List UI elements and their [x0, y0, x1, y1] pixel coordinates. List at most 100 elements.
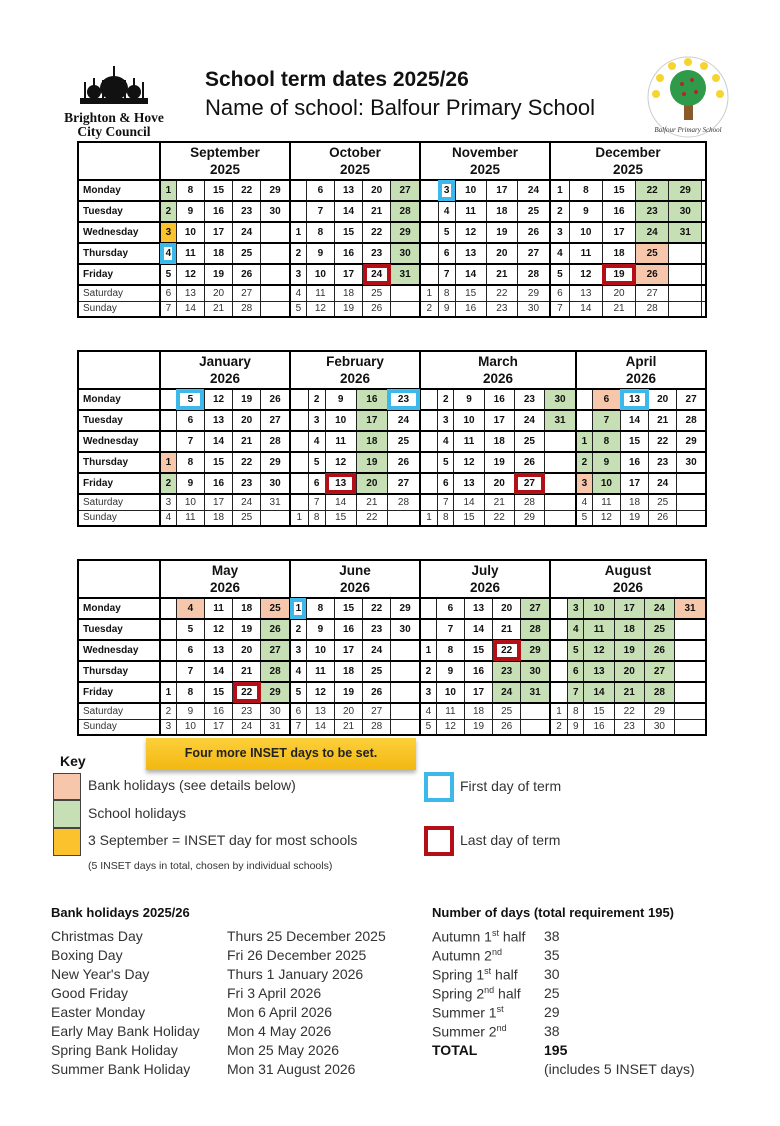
bank-holiday-date: Mon 25 May 2026 — [227, 1042, 340, 1058]
day-cell: 7 — [175, 430, 205, 453]
day-cell: 20 — [483, 472, 515, 495]
day-cell: 20 — [355, 472, 388, 495]
day-cell: 5 — [158, 263, 177, 286]
day-cell: 7 — [158, 300, 177, 318]
day-cell — [674, 681, 707, 704]
day-cell: 10 — [583, 597, 615, 620]
day-cell: 2 — [549, 718, 569, 736]
day-cell: 28 — [635, 300, 670, 318]
month-name: March — [478, 354, 518, 369]
day-cell: 26 — [513, 451, 546, 474]
day-cell: 22 — [648, 430, 678, 453]
day-cell: 3 — [158, 718, 177, 736]
day-cell — [676, 509, 707, 527]
day-cell: 15 — [333, 221, 364, 244]
day-cell: 12 — [305, 300, 335, 318]
day-cell: 19 — [601, 263, 637, 286]
day-cell — [418, 242, 439, 265]
month-year: 2026 — [482, 371, 514, 386]
day-cell: 31 — [260, 493, 291, 511]
day-cell: 29 — [390, 597, 421, 620]
day-cell: 20 — [648, 388, 678, 411]
day-cell: 29 — [390, 221, 421, 244]
weekday-row: Friday 5 12 19 26 3 10 17 24 31 7 14 21 28 5 12 19 26 — [77, 263, 707, 286]
bank-holiday-date: Thurs 25 December 2025 — [227, 928, 386, 944]
day-cell: 26 — [492, 718, 522, 736]
day-cell: 31 — [260, 718, 291, 736]
day-cell: 10 — [175, 718, 205, 736]
day-cell: 9 — [437, 300, 456, 318]
day-cell: 3 — [288, 639, 307, 662]
day-cell: 2 — [548, 200, 570, 223]
bank-holiday-date: Thurs 1 January 2026 — [227, 966, 364, 982]
day-cell: 7 — [435, 618, 465, 641]
day-cell — [668, 263, 703, 286]
day-cell: 17 — [485, 179, 518, 202]
day-cell: 18 — [203, 242, 234, 265]
day-cell: 12 — [175, 263, 205, 286]
day-cell — [549, 597, 569, 620]
day-cell — [668, 284, 703, 302]
day-cell: 29 — [643, 702, 676, 720]
key-inset: 3 September = INSET day for most schools — [88, 832, 358, 848]
day-cell — [288, 493, 309, 511]
day-cell: 7 — [437, 493, 455, 511]
day-cell: 7 — [175, 660, 205, 683]
total-value: 195 — [544, 1042, 568, 1058]
day-cell: 22 — [613, 702, 645, 720]
day-cell: 30 — [516, 300, 551, 318]
day-cell: 13 — [454, 242, 487, 265]
weekday-row: Wednesday 7 14 21 28 4 11 18 25 4 11 18 25 1 8 15 22 29 — [77, 430, 707, 453]
day-cell: 8 — [568, 179, 603, 202]
month-header: June 2026 — [289, 559, 421, 599]
day-cell: 21 — [483, 493, 515, 511]
day-cell: 23 — [613, 718, 645, 736]
day-cell: 28 — [386, 493, 421, 511]
month-name: June — [339, 563, 371, 578]
day-cell: 6 — [307, 472, 326, 495]
school-holiday-swatch — [53, 800, 81, 828]
month-header: February 2026 — [289, 350, 421, 390]
day-cell: 19 — [203, 263, 234, 286]
term-suffix: half — [494, 985, 521, 1002]
day-cell: 1 — [158, 179, 177, 202]
term-days: 30 — [544, 966, 560, 982]
day-cell: 15 — [453, 509, 485, 527]
day-cell — [158, 409, 177, 432]
weekday-label: Sunday — [77, 300, 161, 318]
weekday-label: Saturday — [77, 702, 161, 720]
weekday-label: Thursday — [77, 660, 161, 683]
day-cell: 26 — [260, 618, 291, 641]
day-cell: 17 — [483, 409, 515, 432]
day-cell: 4 — [175, 597, 205, 620]
term-label: Summer 2nd — [432, 1023, 507, 1040]
day-cell: 7 — [288, 718, 307, 736]
day-cell: 21 — [601, 300, 637, 318]
weekday-row: Friday 1 8 15 22 29 5 12 19 26 3 10 17 24 31 7 14 21 28 — [77, 681, 707, 704]
day-cell: 24 — [648, 472, 678, 495]
day-cell: 16 — [583, 718, 615, 736]
day-cell: 14 — [175, 300, 205, 318]
term-days: 29 — [544, 1004, 560, 1020]
weekday-row: Saturday 2 9 16 23 30 6 13 20 27 4 11 18 25 1 8 15 22 29 — [77, 702, 707, 720]
day-cell — [544, 472, 577, 495]
day-cell: 8 — [175, 681, 205, 704]
term-ordinal: nd — [491, 947, 502, 957]
day-cell: 27 — [513, 472, 546, 495]
day-cell: 19 — [355, 451, 388, 474]
day-cell: 23 — [362, 242, 392, 265]
day-cell: 29 — [676, 430, 707, 453]
day-cell: 15 — [203, 681, 234, 704]
day-cell: 27 — [643, 660, 676, 683]
day-cell: 15 — [454, 284, 487, 302]
day-cell: 8 — [591, 430, 621, 453]
total-note: (includes 5 INSET days) — [544, 1061, 695, 1077]
month-year: 2026 — [339, 580, 371, 595]
calendar-block-autumn: September 2025 October 2025 November 2025 Dece… — [77, 141, 707, 318]
day-cell: 20 — [485, 242, 518, 265]
day-cell: 4 — [158, 242, 177, 265]
day-cell: 6 — [567, 660, 585, 683]
day-cell: 11 — [454, 200, 487, 223]
day-cell: 16 — [203, 702, 234, 720]
last-day-swatch — [424, 826, 454, 856]
